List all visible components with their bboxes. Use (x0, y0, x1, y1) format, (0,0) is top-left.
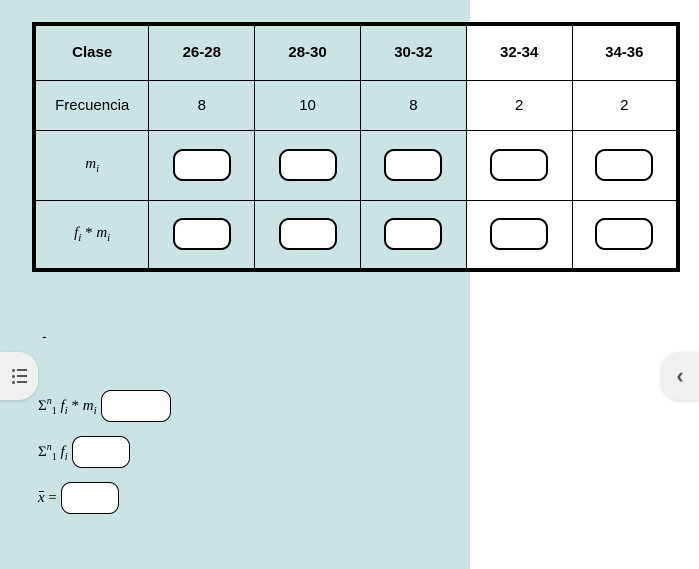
row-label-mi: mi (34, 130, 149, 200)
formula-block: Σn1 fi * mi Σn1 fi x = (38, 390, 171, 528)
fimi-cell-5 (572, 200, 678, 270)
header-clase: Clase (34, 24, 149, 80)
fimi-input-3[interactable] (384, 218, 442, 250)
freq-cell-1: 8 (149, 80, 255, 130)
fimi-cell-4 (466, 200, 572, 270)
mi-input-2[interactable] (279, 149, 337, 181)
header-col-3: 30-32 (360, 24, 466, 80)
fimi-input-4[interactable] (490, 218, 548, 250)
mi-cell-4 (466, 130, 572, 200)
mi-input-3[interactable] (384, 149, 442, 181)
mi-input-1[interactable] (173, 149, 231, 181)
table-row-fimi: fi * mi (34, 200, 678, 270)
freq-cell-4: 2 (466, 80, 572, 130)
mi-input-4[interactable] (490, 149, 548, 181)
chevron-left-icon: ‹ (676, 363, 683, 389)
mi-cell-1 (149, 130, 255, 200)
nav-collapse-button[interactable]: ‹ (661, 352, 699, 400)
formula-xbar: x = (38, 482, 171, 514)
table-header-row: Clase 26-28 28-30 30-32 32-34 34-36 (34, 24, 678, 80)
freq-cell-5: 2 (572, 80, 678, 130)
formula-sum-fi: Σn1 fi (38, 436, 171, 468)
frequency-table-container: Clase 26-28 28-30 30-32 32-34 34-36 Frec… (32, 22, 680, 272)
fimi-cell-3 (360, 200, 466, 270)
header-col-5: 34-36 (572, 24, 678, 80)
freq-cell-2: 10 (255, 80, 361, 130)
list-icon (12, 369, 27, 384)
mi-cell-3 (360, 130, 466, 200)
row-label-fimi: fi * mi (34, 200, 149, 270)
input-xbar[interactable] (61, 482, 119, 514)
mi-cell-2 (255, 130, 361, 200)
fimi-input-1[interactable] (173, 218, 231, 250)
fimi-cell-1 (149, 200, 255, 270)
formula-sum-fimi: Σn1 fi * mi (38, 390, 171, 422)
label-xbar: x = (38, 490, 57, 507)
header-col-4: 32-34 (466, 24, 572, 80)
mi-input-5[interactable] (595, 149, 653, 181)
freq-cell-3: 8 (360, 80, 466, 130)
input-sum-fi[interactable] (72, 436, 130, 468)
label-sum-fimi: Σn1 fi * mi (38, 396, 97, 417)
row-label-frecuencia: Frecuencia (34, 80, 149, 130)
table-row-mi: mi (34, 130, 678, 200)
header-col-1: 26-28 (149, 24, 255, 80)
input-sum-fimi[interactable] (101, 390, 171, 422)
mi-cell-5 (572, 130, 678, 200)
header-col-2: 28-30 (255, 24, 361, 80)
menu-button[interactable] (0, 352, 38, 400)
fimi-input-2[interactable] (279, 218, 337, 250)
fimi-input-5[interactable] (595, 218, 653, 250)
bullet-dash: - (42, 328, 47, 344)
frequency-table: Clase 26-28 28-30 30-32 32-34 34-36 Frec… (32, 22, 680, 272)
table-row-frecuencia: Frecuencia 8 10 8 2 2 (34, 80, 678, 130)
label-sum-fi: Σn1 fi (38, 442, 68, 463)
fimi-cell-2 (255, 200, 361, 270)
